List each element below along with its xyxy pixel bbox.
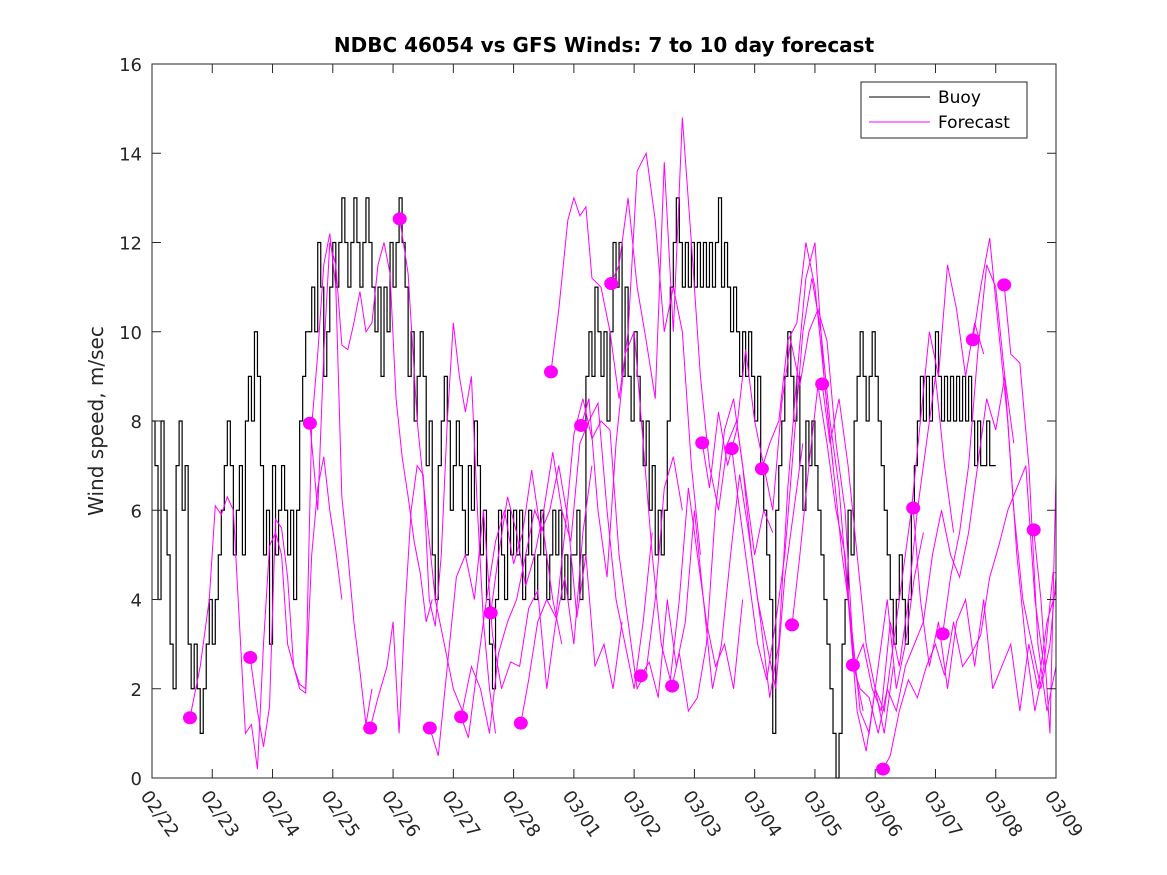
y-tick-label: 14 [119,144,142,165]
forecast-start-marker [997,278,1012,292]
forecast-start-marker [633,669,648,683]
forecast-line [460,465,623,739]
forecast-start-marker [785,618,800,632]
forecast-start-marker [182,711,197,725]
forecast-start-marker [724,442,739,456]
y-tick-label: 16 [119,55,142,76]
forecast-line [972,237,1056,712]
forecast-start-marker [845,658,860,672]
forecast-line [580,331,744,689]
marker-layer [182,212,1041,776]
forecast-line [550,151,701,555]
forecast-start-marker [513,716,528,730]
y-tick-label: 8 [131,412,142,433]
forecast-start-marker [1026,523,1041,537]
y-axis-label: Wind speed, m/sec [84,326,108,516]
legend-label-buoy: Buoy [938,88,981,108]
forecast-line [821,264,985,713]
forecast-line [640,443,804,698]
legend-box [860,81,1028,139]
forecast-start-marker [876,762,891,776]
y-axis-ticks: 0 2 4 6 8 10 12 14 16 [119,55,1056,790]
forecast-line [1003,284,1057,712]
forecast-start-marker [695,436,710,450]
forecast-line [731,278,894,752]
forecast-start-marker [604,277,619,291]
forecast-line [490,401,653,689]
forecast-line [309,242,433,622]
forecast-start-marker [543,365,558,379]
forecast-line [610,117,774,555]
y-tick-label: 2 [131,680,142,701]
forecast-start-marker [754,462,769,476]
forecast-line [189,456,343,770]
forecast-start-marker [574,418,589,432]
forecast-start-marker [935,627,950,641]
y-tick-label: 0 [131,769,142,790]
chart-title: NDBC 46054 vs GFS Winds: 7 to 10 day for… [334,33,875,57]
y-tick-label: 4 [131,591,142,612]
series-layer [152,117,1057,779]
forecast-start-marker [243,651,258,665]
forecast-line [912,507,1057,712]
y-tick-label: 10 [119,323,142,344]
y-tick-label: 6 [131,501,142,522]
forecast-line [761,242,924,736]
legend: Buoy Forecast [860,81,1028,139]
forecast-line [399,218,563,734]
forecast-start-marker [454,710,469,724]
forecast-start-marker [483,606,498,620]
forecast-line [429,465,593,756]
forecast-line [882,465,1045,770]
forecast-start-marker [363,721,378,735]
forecast-line [852,376,1015,734]
forecast-start-marker [422,721,437,735]
forecast-line [942,264,1057,689]
forecast-start-marker [906,501,921,515]
forecast-start-marker [665,679,680,693]
forecast-line [701,307,864,712]
forecast-line [520,398,683,724]
buoy-line [152,197,996,779]
forecast-line [1033,474,1057,734]
forecast-line [671,242,834,713]
forecast-start-marker [302,416,317,430]
forecast-start-marker [815,377,830,391]
forecast-start-marker [392,212,407,226]
forecast-start-marker [965,333,980,347]
legend-label-forecast: Forecast [938,113,1010,133]
y-tick-label: 12 [119,234,142,255]
forecast-line [369,322,497,734]
